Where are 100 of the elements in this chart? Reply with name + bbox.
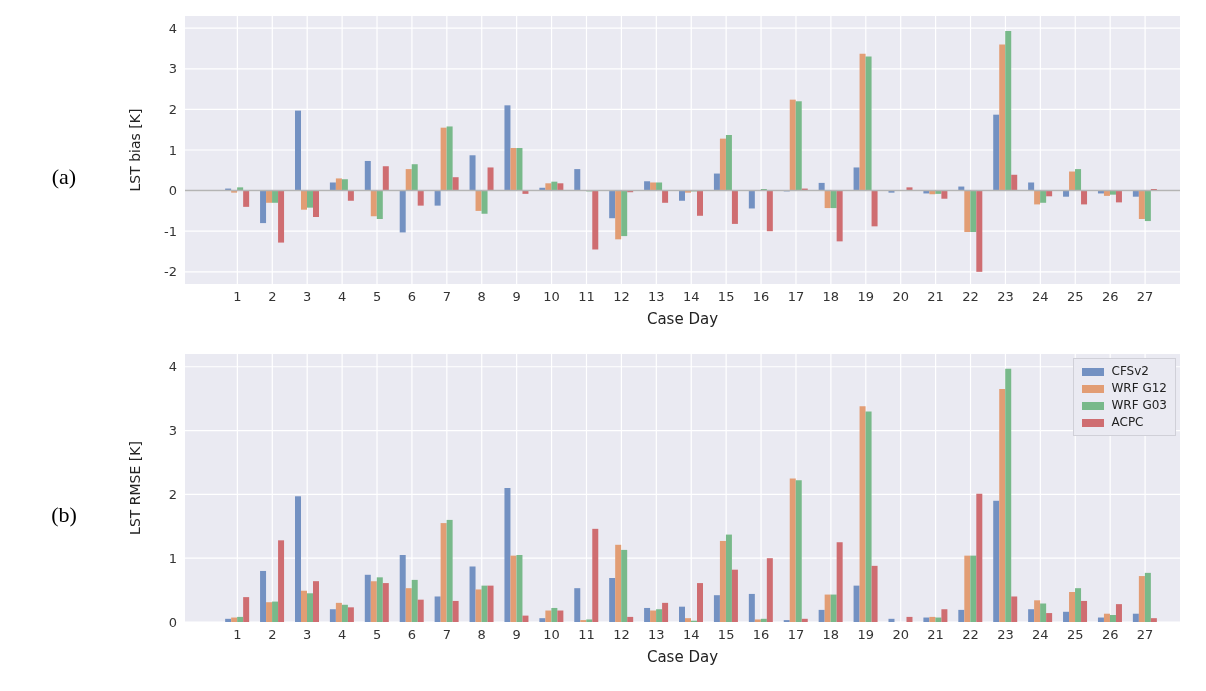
y-tick-label: 4: [168, 359, 177, 375]
bar: [964, 190, 971, 233]
x-tick-label: 10: [543, 289, 560, 305]
bar: [376, 577, 383, 622]
bar: [999, 44, 1006, 191]
bar: [685, 618, 692, 622]
bar: [266, 602, 273, 622]
bar: [1132, 613, 1139, 622]
bar: [644, 181, 651, 191]
bar: [586, 619, 593, 622]
bar: [1028, 609, 1035, 622]
bar: [1144, 572, 1151, 622]
bar: [516, 147, 523, 191]
bar: [627, 616, 634, 622]
x-tick-label: 24: [1032, 627, 1049, 643]
y-axis-title: LST bias [K]: [126, 108, 143, 192]
x-tick-label: 12: [613, 289, 630, 305]
bar: [411, 579, 418, 622]
bar: [481, 190, 488, 214]
bar: [411, 164, 418, 191]
bar: [487, 585, 494, 622]
bar: [539, 618, 546, 622]
bar: [272, 601, 279, 622]
x-tick-label: 27: [1136, 289, 1154, 305]
bar: [469, 566, 476, 622]
bar: [609, 577, 616, 622]
x-tick-label: 8: [477, 289, 486, 305]
x-tick-label: 1: [233, 627, 242, 643]
bar: [510, 147, 517, 191]
bar: [278, 540, 285, 622]
bar: [853, 167, 860, 191]
bar: [1132, 190, 1139, 197]
x-tick-label: 6: [407, 289, 417, 305]
x-tick-label: 15: [717, 289, 735, 305]
bar: [399, 190, 406, 233]
bar: [399, 555, 406, 622]
bar: [1011, 174, 1018, 191]
bar: [225, 618, 232, 622]
bar: [993, 114, 1000, 191]
bar: [370, 581, 377, 622]
bar: [836, 190, 843, 242]
bar: [557, 610, 564, 622]
bar: [347, 607, 354, 622]
x-tick-label: 22: [962, 627, 979, 643]
bar: [748, 190, 755, 209]
bar: [830, 594, 837, 622]
bar: [481, 585, 488, 622]
bar: [888, 618, 895, 622]
y-tick-label: 0: [168, 614, 177, 630]
text: (b): [50, 502, 78, 528]
bar: [243, 190, 250, 207]
bar: [382, 166, 389, 191]
legend-label: WRF G03: [1111, 397, 1167, 414]
bar: [522, 190, 529, 194]
bar: [405, 588, 412, 622]
bar: [335, 602, 342, 622]
bar: [364, 160, 371, 191]
bar: [795, 480, 802, 622]
bar: [341, 604, 348, 622]
bar: [993, 500, 1000, 622]
x-tick-label: 8: [477, 627, 486, 643]
bar: [662, 190, 669, 203]
bar: [382, 583, 389, 622]
bar: [434, 596, 441, 622]
x-tick-label: 17: [787, 627, 805, 643]
bar: [725, 534, 732, 622]
bar: [300, 590, 307, 622]
bar: [545, 610, 552, 622]
bar: [592, 528, 599, 622]
bar: [731, 190, 738, 224]
legend-label: ACPC: [1111, 414, 1144, 431]
x-tick-label: 14: [682, 627, 700, 643]
x-tick-label: 7: [442, 289, 451, 305]
y-tick-label: -2: [164, 264, 177, 280]
bar: [1040, 603, 1047, 622]
bar: [504, 105, 511, 191]
x-tick-label: 18: [822, 289, 840, 305]
bar: [766, 558, 773, 622]
bar: [679, 190, 686, 201]
bar: [964, 555, 971, 622]
bar: [469, 155, 476, 191]
x-tick-label: 10: [543, 627, 560, 643]
bar: [417, 190, 424, 206]
bar: [871, 565, 878, 622]
y-tick-label: 2: [168, 102, 177, 118]
bar: [452, 177, 459, 191]
bar: [487, 167, 494, 191]
x-tick-label: 21: [927, 289, 944, 305]
bar: [417, 599, 424, 622]
bar: [853, 585, 860, 622]
x-tick-label: 2: [268, 627, 277, 643]
x-tick-label: 9: [512, 289, 521, 305]
bar: [306, 190, 313, 208]
bar: [1144, 190, 1151, 222]
x-tick-label: 4: [337, 627, 347, 643]
x-tick-label: 19: [857, 627, 875, 643]
bar: [347, 190, 354, 201]
bar: [1040, 190, 1047, 203]
bar: [1081, 190, 1088, 205]
bar: [615, 190, 622, 240]
